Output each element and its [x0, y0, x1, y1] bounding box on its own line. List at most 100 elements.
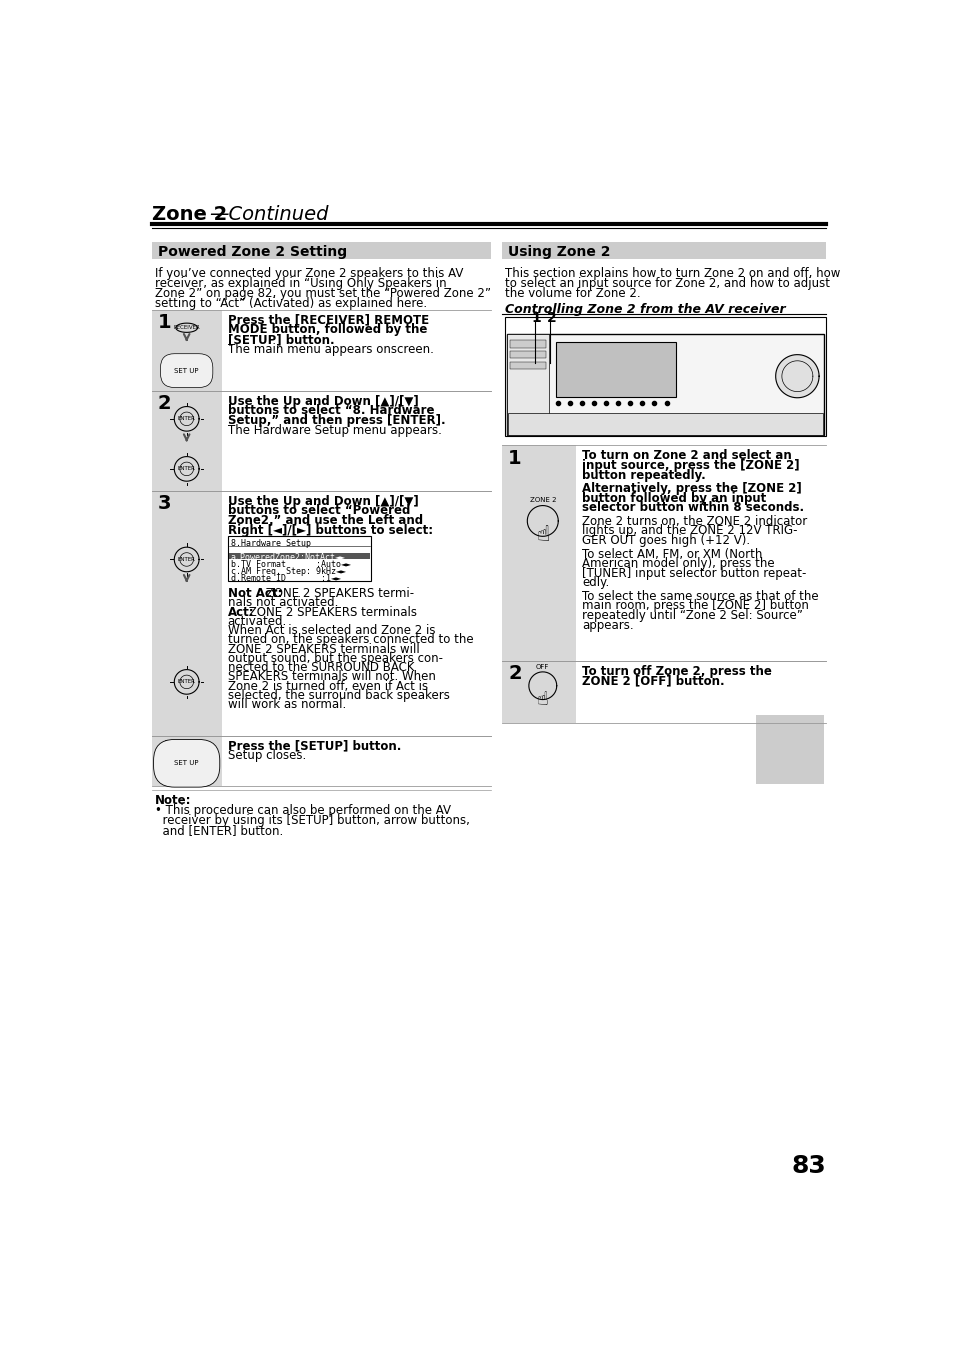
FancyBboxPatch shape [555, 342, 676, 397]
FancyBboxPatch shape [756, 715, 823, 785]
Text: To turn off Zone 2, press the: To turn off Zone 2, press the [581, 665, 771, 678]
Text: ZONE 2 SPEAKERS termi-: ZONE 2 SPEAKERS termi- [261, 588, 414, 600]
Text: 1: 1 [531, 311, 540, 324]
FancyBboxPatch shape [229, 553, 369, 559]
Text: buttons to select “8. Hardware: buttons to select “8. Hardware [228, 404, 434, 417]
Text: • This procedure can also be performed on the AV: • This procedure can also be performed o… [154, 804, 451, 817]
Text: 4: 4 [158, 739, 172, 758]
Text: SET UP: SET UP [174, 367, 199, 374]
Text: selected, the surround back speakers: selected, the surround back speakers [228, 689, 449, 701]
Text: will work as normal.: will work as normal. [228, 698, 346, 711]
Text: appears.: appears. [581, 619, 633, 632]
Text: ZONE 2 [OFF] button.: ZONE 2 [OFF] button. [581, 674, 723, 688]
Text: b.TV Format      :Auto◄►: b.TV Format :Auto◄► [231, 561, 351, 569]
Text: nals not activated.: nals not activated. [228, 596, 337, 609]
Text: Zone 2 turns on, the ZONE 2 indicator: Zone 2 turns on, the ZONE 2 indicator [581, 515, 806, 528]
Text: OFF: OFF [536, 663, 549, 670]
Text: American model only), press the: American model only), press the [581, 557, 774, 570]
Text: ZONE 2: ZONE 2 [529, 497, 556, 503]
FancyBboxPatch shape [501, 446, 575, 661]
Text: c.AM Freq. Step: 9kHz◄►: c.AM Freq. Step: 9kHz◄► [231, 567, 346, 576]
FancyBboxPatch shape [152, 736, 221, 786]
Text: To select AM, FM, or XM (North: To select AM, FM, or XM (North [581, 547, 761, 561]
Text: When Act is selected and Zone 2 is: When Act is selected and Zone 2 is [228, 624, 435, 638]
FancyBboxPatch shape [506, 334, 823, 435]
Text: If you’ve connected your Zone 2 speakers to this AV: If you’ve connected your Zone 2 speakers… [154, 267, 463, 280]
Text: input source, press the [ZONE 2]: input source, press the [ZONE 2] [581, 459, 799, 471]
Text: 2: 2 [546, 311, 557, 324]
Text: receiver, as explained in “Using Only Speakers in: receiver, as explained in “Using Only Sp… [154, 277, 446, 290]
Text: To turn on Zone 2 and select an: To turn on Zone 2 and select an [581, 450, 791, 462]
Text: Powered Zone 2 Setting: Powered Zone 2 Setting [158, 246, 347, 259]
Text: GER OUT goes high (+12 V).: GER OUT goes high (+12 V). [581, 534, 749, 547]
FancyBboxPatch shape [505, 317, 825, 436]
Text: 83: 83 [790, 1154, 825, 1178]
Text: main room, press the [ZONE 2] button: main room, press the [ZONE 2] button [581, 600, 808, 612]
Text: the volume for Zone 2.: the volume for Zone 2. [505, 286, 640, 300]
Text: —Continued: —Continued [209, 205, 328, 224]
Text: output sound, but the speakers con-: output sound, but the speakers con- [228, 651, 442, 665]
FancyBboxPatch shape [509, 351, 546, 358]
Text: Not Act:: Not Act: [228, 588, 282, 600]
FancyBboxPatch shape [152, 309, 221, 390]
Polygon shape [775, 355, 819, 397]
Text: This section explains how to turn Zone 2 on and off, how: This section explains how to turn Zone 2… [505, 267, 840, 280]
FancyBboxPatch shape [501, 661, 575, 723]
Text: RECEIVER: RECEIVER [173, 326, 200, 330]
Text: Act:: Act: [228, 605, 254, 619]
Text: ZONE 2 SPEAKERS terminals: ZONE 2 SPEAKERS terminals [245, 605, 416, 619]
Text: setting to “Act” (Activated) as explained here.: setting to “Act” (Activated) as explaine… [154, 297, 427, 309]
Text: receiver by using its [SETUP] button, arrow buttons,: receiver by using its [SETUP] button, ar… [154, 815, 469, 827]
Text: Zone 2” on page 82, you must set the “Powered Zone 2”: Zone 2” on page 82, you must set the “Po… [154, 286, 491, 300]
FancyBboxPatch shape [501, 242, 825, 259]
Text: ZONE 2 SPEAKERS terminals will: ZONE 2 SPEAKERS terminals will [228, 643, 419, 655]
Text: MODE button, followed by the: MODE button, followed by the [228, 323, 427, 336]
Text: Zone 2 is turned off, even if Act is: Zone 2 is turned off, even if Act is [228, 680, 428, 693]
Text: Use the Up and Down [▲]/[▼]: Use the Up and Down [▲]/[▼] [228, 494, 418, 508]
Text: To select the same source as that of the: To select the same source as that of the [581, 590, 818, 603]
Text: ENTER: ENTER [177, 557, 195, 562]
Text: SPEAKERS terminals will not. When: SPEAKERS terminals will not. When [228, 670, 436, 684]
Text: ☝: ☝ [537, 689, 548, 708]
Text: activated.: activated. [228, 615, 287, 628]
FancyBboxPatch shape [509, 362, 546, 369]
Text: button followed by an input: button followed by an input [581, 492, 765, 505]
Text: nected to the SURROUND BACK: nected to the SURROUND BACK [228, 661, 414, 674]
Text: 2: 2 [158, 394, 172, 413]
FancyBboxPatch shape [506, 334, 549, 435]
Text: Alternatively, press the [ZONE 2]: Alternatively, press the [ZONE 2] [581, 482, 801, 494]
FancyBboxPatch shape [152, 390, 221, 490]
FancyBboxPatch shape [509, 340, 546, 347]
Text: a.PoweredZone2:NotAct◄►: a.PoweredZone2:NotAct◄► [231, 554, 346, 562]
Text: Setup closes.: Setup closes. [228, 750, 306, 762]
Text: ENTER: ENTER [177, 416, 195, 422]
Text: 1: 1 [158, 313, 172, 332]
Text: The Hardware Setup menu appears.: The Hardware Setup menu appears. [228, 423, 441, 436]
Text: turned on, the speakers connected to the: turned on, the speakers connected to the [228, 634, 473, 646]
Text: Note:: Note: [154, 794, 192, 808]
Text: 1: 1 [508, 449, 521, 467]
Text: Use the Up and Down [▲]/[▼]: Use the Up and Down [▲]/[▼] [228, 394, 418, 408]
Text: Right [◄]/[►] buttons to select:: Right [◄]/[►] buttons to select: [228, 524, 433, 536]
Text: to select an input source for Zone 2, and how to adjust: to select an input source for Zone 2, an… [505, 277, 829, 290]
Text: [SETUP] button.: [SETUP] button. [228, 334, 334, 346]
Text: lights up, and the ZONE 2 12V TRIG-: lights up, and the ZONE 2 12V TRIG- [581, 524, 797, 538]
Text: Zone 2: Zone 2 [152, 205, 227, 224]
Text: Press the [SETUP] button.: Press the [SETUP] button. [228, 739, 400, 753]
Text: SET UP: SET UP [174, 761, 199, 766]
Text: and [ENTER] button.: and [ENTER] button. [154, 824, 283, 838]
Text: edly.: edly. [581, 577, 609, 589]
Text: Controlling Zone 2 from the AV receiver: Controlling Zone 2 from the AV receiver [505, 303, 785, 316]
FancyBboxPatch shape [152, 490, 221, 736]
Text: ENTER: ENTER [177, 466, 195, 471]
Text: d.Remote ID       :1◄►: d.Remote ID :1◄► [231, 574, 340, 584]
FancyBboxPatch shape [508, 412, 822, 435]
Text: Press the [RECEIVER] REMOTE: Press the [RECEIVER] REMOTE [228, 313, 429, 327]
Text: 3: 3 [158, 494, 172, 513]
Text: Using Zone 2: Using Zone 2 [508, 246, 610, 259]
Text: Zone2,” and use the Left and: Zone2,” and use the Left and [228, 513, 422, 527]
Text: Setup,” and then press [ENTER].: Setup,” and then press [ENTER]. [228, 413, 445, 427]
Text: The main menu appears onscreen.: The main menu appears onscreen. [228, 343, 434, 355]
FancyBboxPatch shape [228, 536, 371, 581]
Text: ENTER: ENTER [177, 680, 195, 685]
